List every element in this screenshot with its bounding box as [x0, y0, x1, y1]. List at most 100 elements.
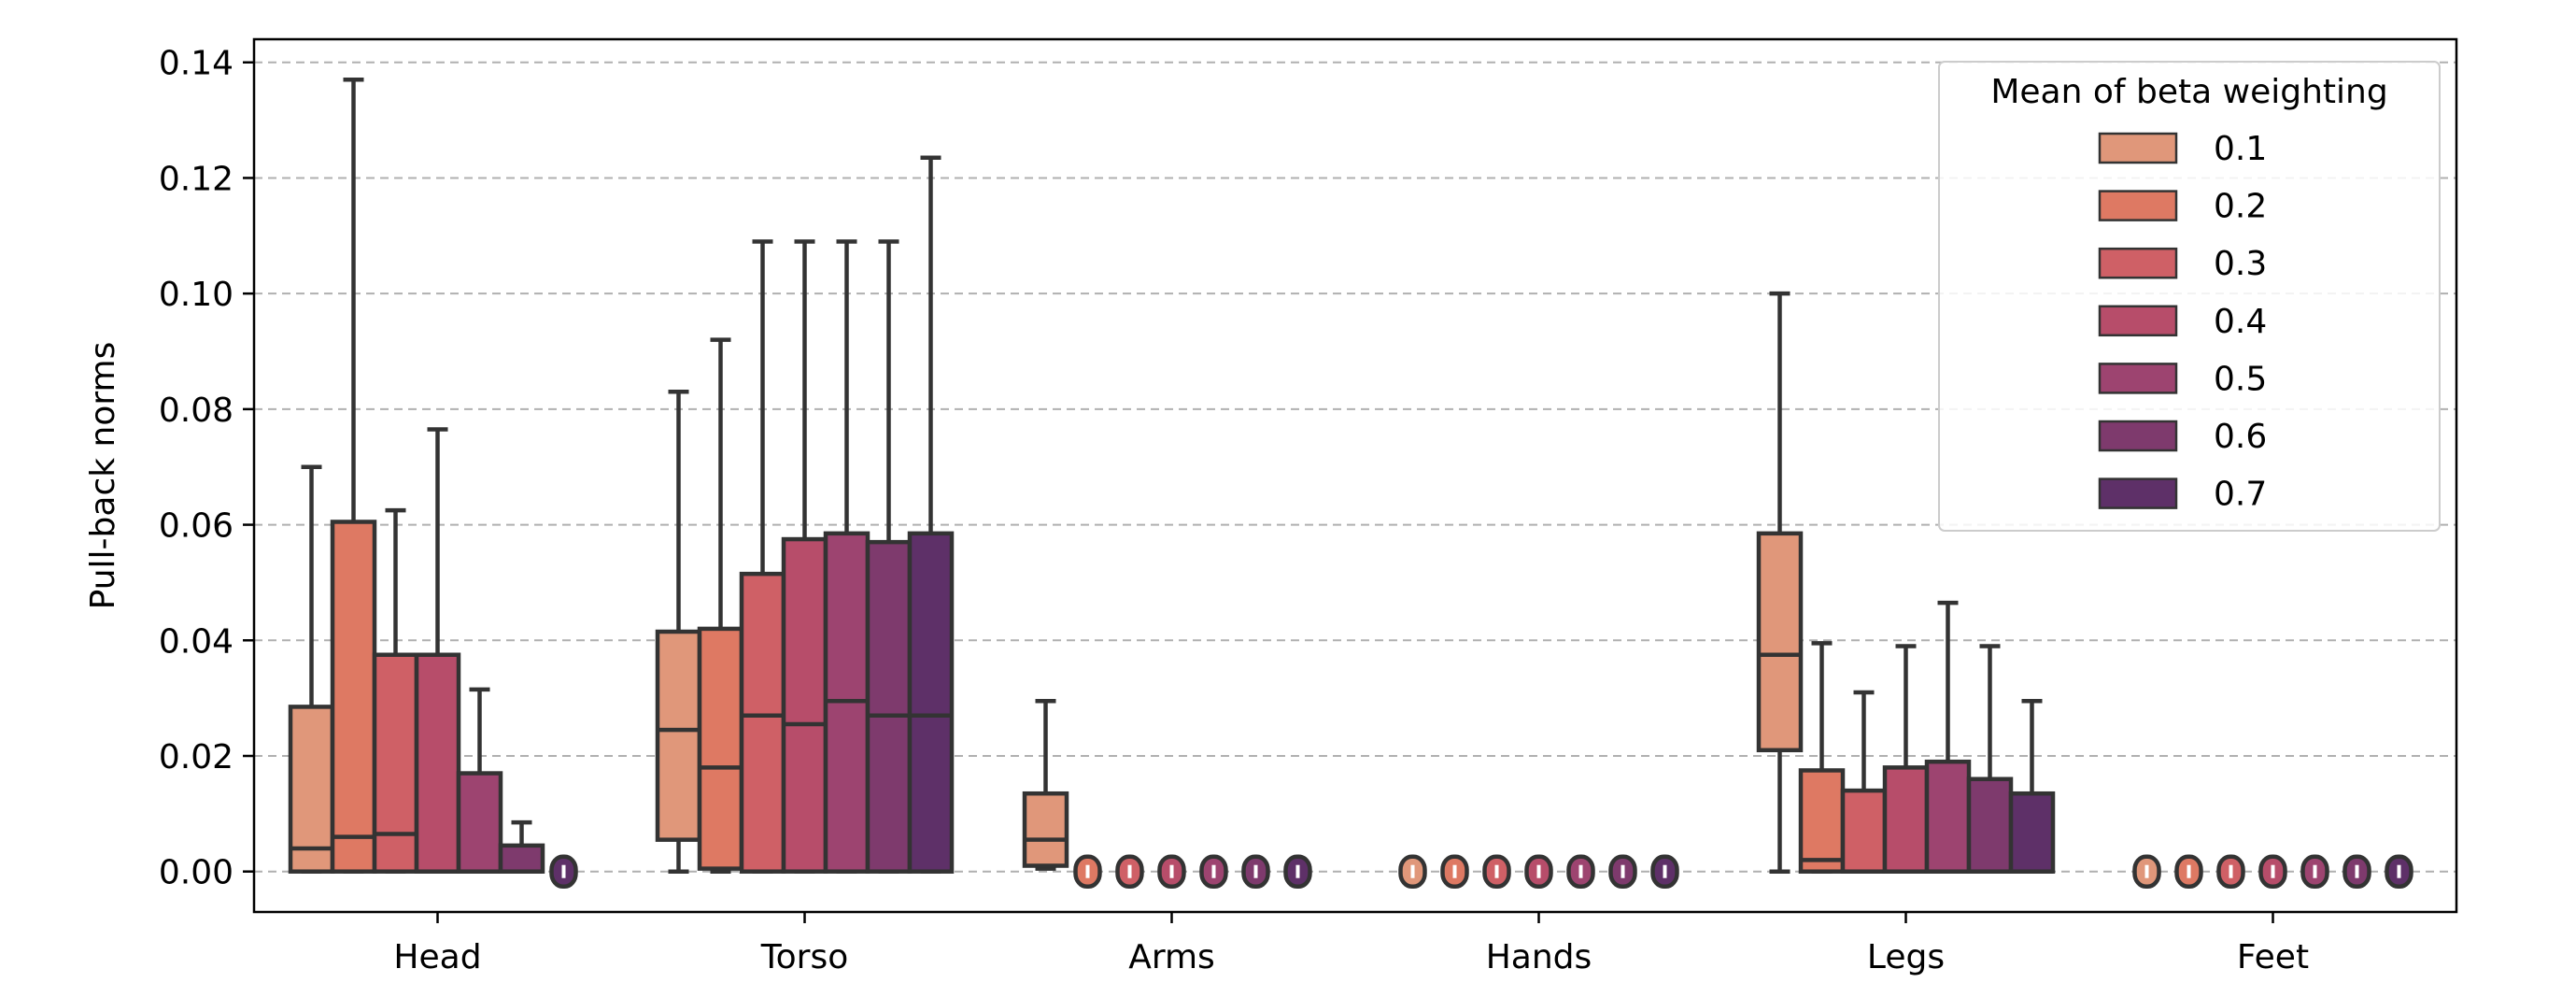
box-body	[288, 705, 335, 874]
x-tick-label: Torso	[760, 938, 848, 976]
box-arms-0.6	[1241, 854, 1270, 889]
box-hands-0.2	[1440, 854, 1469, 889]
boxes	[288, 78, 2413, 889]
box-head-0.6	[498, 819, 545, 874]
box-body	[414, 652, 461, 874]
box-body	[1966, 776, 2014, 874]
legend-swatch	[2098, 190, 2178, 221]
box-body	[739, 571, 786, 874]
legend-label: 0.3	[2214, 245, 2267, 283]
box-torso-0.7	[907, 155, 955, 874]
box-body	[1756, 531, 1804, 753]
box-head-0.5	[456, 687, 503, 874]
legend-swatch	[2098, 247, 2178, 279]
box-torso-0.3	[739, 239, 786, 874]
legend-item-0.4: 0.4	[2098, 303, 2267, 341]
legend-item-0.1: 0.1	[2098, 130, 2267, 168]
y-tick-label: 0.00	[159, 854, 234, 892]
box-body	[1924, 759, 1972, 874]
box-body	[655, 629, 702, 842]
x-tick-label: Hands	[1486, 938, 1592, 976]
legend-label: 0.7	[2214, 476, 2267, 514]
legend-item-0.2: 0.2	[2098, 188, 2267, 226]
legend-label: 0.5	[2214, 360, 2267, 398]
box-legs-0.3	[1840, 690, 1888, 874]
box-body	[1882, 765, 1930, 874]
legend-title: Mean of beta weighting	[1990, 73, 2387, 111]
box-body	[2008, 791, 2056, 874]
box-arms-0.5	[1199, 854, 1228, 889]
x-tick-label: Arms	[1128, 938, 1215, 976]
box-legs-0.5	[1924, 600, 1972, 874]
legend-item-0.3: 0.3	[2098, 245, 2267, 283]
box-body	[1022, 791, 1069, 868]
x-tick-label: Legs	[1867, 938, 1945, 976]
box-feet-0.1	[2132, 854, 2161, 889]
legend-label: 0.4	[2214, 303, 2267, 341]
box-feet-0.7	[2385, 854, 2413, 889]
box-head-0.4	[414, 427, 461, 874]
box-legs-0.1	[1756, 291, 1804, 874]
box-arms-0.1	[1022, 698, 1069, 871]
legend-label: 0.6	[2214, 418, 2267, 456]
y-tick-label: 0.02	[159, 738, 234, 776]
y-tick-label: 0.08	[159, 392, 234, 430]
box-hands-0.1	[1398, 854, 1427, 889]
box-hands-0.4	[1524, 854, 1553, 889]
box-torso-0.6	[865, 239, 913, 874]
legend-label: 0.1	[2214, 130, 2267, 168]
x-tick-label: Feet	[2237, 938, 2309, 976]
x-tick-label: Head	[393, 938, 481, 976]
y-tick-label: 0.04	[159, 622, 234, 661]
box-feet-0.4	[2258, 854, 2287, 889]
box-body	[697, 626, 744, 871]
box-body	[456, 771, 503, 874]
box-legs-0.4	[1882, 644, 1930, 874]
legend-item-0.6: 0.6	[2098, 418, 2267, 456]
box-torso-0.2	[697, 337, 744, 874]
box-hands-0.3	[1482, 854, 1511, 889]
legend: Mean of beta weighting 0.10.20.30.40.50.…	[1938, 61, 2441, 532]
box-torso-0.4	[781, 239, 828, 874]
box-hands-0.7	[1650, 854, 1679, 889]
y-axis-label: Pull-back norms	[84, 342, 122, 610]
box-head-0.7	[549, 854, 578, 889]
legend-items: 0.1 0.2 0.3 0.4 0.5 0.6 0.7	[2098, 130, 2267, 514]
box-arms-0.2	[1073, 854, 1102, 889]
legend-swatch	[2098, 420, 2178, 452]
box-head-0.2	[330, 78, 377, 874]
y-tick-label: 0.12	[159, 160, 234, 198]
legend-item-0.7: 0.7	[2098, 476, 2267, 514]
legend-swatch	[2098, 477, 2178, 509]
box-body	[498, 843, 545, 874]
box-legs-0.7	[2008, 698, 2056, 874]
box-arms-0.4	[1157, 854, 1186, 889]
box-feet-0.3	[2216, 854, 2245, 889]
legend-swatch	[2098, 132, 2178, 164]
box-head-0.1	[288, 464, 335, 874]
box-arms-0.3	[1115, 854, 1144, 889]
legend-item-0.5: 0.5	[2098, 360, 2267, 398]
y-tick-label: 0.10	[159, 276, 234, 314]
y-tick-label: 0.06	[159, 507, 234, 546]
box-torso-0.1	[655, 390, 702, 874]
box-hands-0.6	[1608, 854, 1637, 889]
box-body	[330, 520, 377, 874]
box-body	[1798, 768, 1846, 874]
box-feet-0.5	[2300, 854, 2329, 889]
box-feet-0.2	[2174, 854, 2203, 889]
box-head-0.3	[372, 507, 419, 874]
box-arms-0.7	[1283, 854, 1312, 889]
box-hands-0.5	[1566, 854, 1595, 889]
box-body	[781, 536, 828, 874]
box-body	[372, 652, 419, 874]
x-axis-ticks: Head Torso Arms Hands Legs Feet	[393, 912, 2309, 976]
y-tick-label: 0.14	[159, 45, 234, 83]
box-feet-0.6	[2342, 854, 2371, 889]
y-axis-ticks: 0.00 0.02 0.04 0.06 0.08 0.10 0.12 0.14	[159, 45, 254, 892]
plot-frame	[252, 37, 2458, 914]
box-torso-0.5	[823, 239, 870, 874]
legend-swatch	[2098, 363, 2178, 394]
legend-swatch	[2098, 305, 2178, 337]
